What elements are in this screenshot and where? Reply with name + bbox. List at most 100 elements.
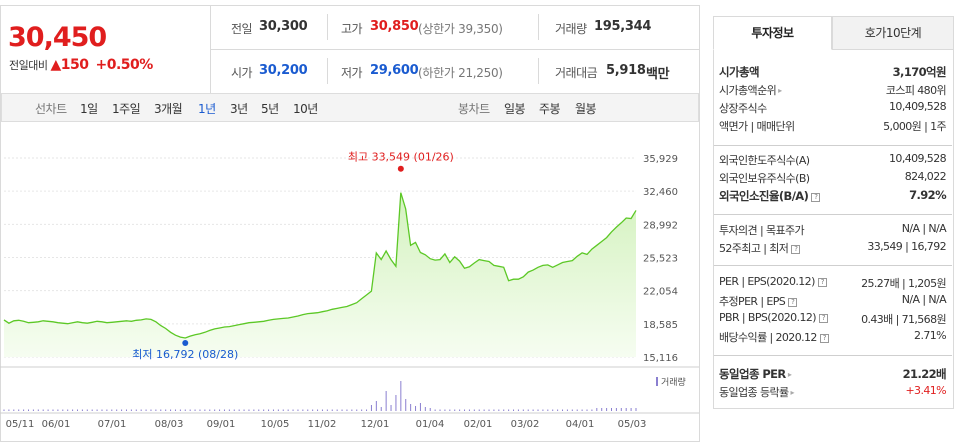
volume-bar: [478, 409, 480, 411]
period-1y[interactable]: 1년: [198, 102, 216, 116]
summary-divider: [210, 5, 211, 93]
chevron-right-icon[interactable]: ▸: [776, 86, 782, 95]
volume-bar: [366, 409, 368, 411]
x-tick-label: 12/01: [361, 419, 390, 430]
cell-sep: [538, 14, 539, 40]
volume-bar: [326, 409, 328, 411]
y-tick-label: 25,523: [643, 254, 678, 265]
volume-bar: [356, 409, 358, 411]
volume-bar: [498, 409, 500, 411]
volume-bar: [111, 409, 113, 411]
volume-bar: [459, 409, 461, 411]
volume-bar: [47, 409, 49, 411]
volume-bar: [331, 409, 333, 411]
period-5y[interactable]: 5년: [261, 102, 279, 116]
x-tick-label: 05/11: [6, 419, 35, 430]
volume-bar: [67, 409, 69, 411]
info-row-label: 외국인보유주식수(B): [719, 172, 810, 185]
volume-bar: [542, 409, 544, 411]
panel-sep: [714, 214, 952, 215]
info-row: PBR | BPS(2020.12)? 0.43배 | 71,568원: [719, 311, 947, 328]
volume-bar: [424, 407, 426, 411]
y-tick-label: 18,585: [643, 320, 678, 331]
volume-bar: [106, 409, 108, 411]
help-icon[interactable]: ?: [788, 298, 798, 307]
info-row-value: 3,170억원: [892, 65, 947, 79]
volume-bar: [101, 409, 103, 411]
volume-bar: [209, 409, 211, 411]
info-row-value: N/A | N/A: [901, 293, 947, 306]
volume-bar: [370, 405, 372, 411]
help-icon[interactable]: ?: [817, 278, 827, 287]
volume-bar: [522, 409, 524, 411]
volume-bar: [228, 409, 230, 411]
volume-bar: [268, 409, 270, 411]
volume-bar: [493, 409, 495, 411]
x-tick-label: 09/01: [207, 419, 236, 430]
volume-bar: [419, 403, 421, 411]
help-icon[interactable]: ?: [811, 193, 821, 202]
period-10y[interactable]: 10년: [293, 102, 318, 116]
tab-orderbook[interactable]: 호가10단계: [832, 16, 954, 50]
volume-bar: [503, 409, 505, 411]
info-row: 동일업종 PER ▸ 21.22배: [719, 366, 947, 383]
period-1w[interactable]: 1주일: [112, 102, 141, 116]
candle-monthly[interactable]: 월봉: [575, 102, 597, 116]
volume-bar: [130, 409, 132, 411]
volume-bar: [488, 409, 490, 411]
summary-row-divider: [211, 49, 699, 50]
panel-sep: [714, 355, 952, 356]
volume-bar: [155, 409, 157, 411]
volume-bar: [464, 409, 466, 411]
volume-bar: [116, 409, 118, 411]
volume-bar: [145, 409, 147, 411]
period-3m[interactable]: 3개월: [154, 102, 183, 116]
info-row: 외국인한도주식수(A) 10,409,528: [719, 152, 947, 169]
change-percent: +0.50%: [95, 57, 154, 73]
volume-bar: [184, 409, 186, 411]
tab-invest-info[interactable]: 투자정보: [713, 16, 832, 50]
high-marker: [397, 165, 404, 172]
info-row-value: 0.43배 | 71,568원: [861, 313, 947, 326]
volume-bar: [532, 409, 534, 411]
y-tick-label: 32,460: [643, 187, 678, 198]
y-tick-label: 28,992: [643, 220, 678, 231]
cell-sep: [327, 58, 328, 84]
volume-bar: [170, 409, 172, 411]
volume-bar: [287, 409, 289, 411]
cell-sep: [538, 58, 539, 84]
volume-bar: [635, 408, 637, 411]
help-icon[interactable]: ?: [819, 334, 829, 343]
volume-bar: [566, 409, 568, 411]
low-value: 29,600: [370, 63, 419, 78]
chevron-right-icon[interactable]: ▸: [788, 388, 794, 397]
line-chart-label: 선차트: [35, 102, 67, 116]
volume-bar: [351, 409, 353, 411]
volume-bar: [302, 409, 304, 411]
low-label: 저가: [341, 66, 363, 80]
volume-bar: [174, 409, 176, 411]
candle-weekly[interactable]: 주봉: [539, 102, 561, 116]
volume-bar: [223, 409, 225, 411]
info-row: 52주최고 | 최저? 33,549 | 16,792: [719, 240, 947, 257]
cell-sep: [327, 14, 328, 40]
volume-bar: [135, 409, 137, 411]
current-price: 30,450: [8, 22, 107, 53]
period-3y[interactable]: 3년: [230, 102, 248, 116]
info-row-value: 21.22배: [902, 367, 947, 381]
volume-bar: [454, 409, 456, 411]
volume-bar: [405, 399, 407, 411]
info-row-value: N/A | N/A: [901, 222, 947, 235]
x-tick-label: 08/03: [155, 419, 184, 430]
help-icon[interactable]: ?: [791, 245, 801, 254]
volume-bar: [537, 409, 539, 411]
period-1d[interactable]: 1일: [80, 102, 98, 116]
candle-daily[interactable]: 일봉: [504, 102, 526, 116]
volume-bar: [18, 409, 20, 411]
info-row: 시가총액순위 ▸ 코스피 480위: [719, 82, 947, 99]
lower-limit: (하한가 21,250): [418, 66, 503, 80]
volume-bar: [42, 409, 44, 411]
chevron-right-icon[interactable]: ▸: [785, 370, 792, 379]
help-icon[interactable]: ?: [818, 314, 828, 323]
